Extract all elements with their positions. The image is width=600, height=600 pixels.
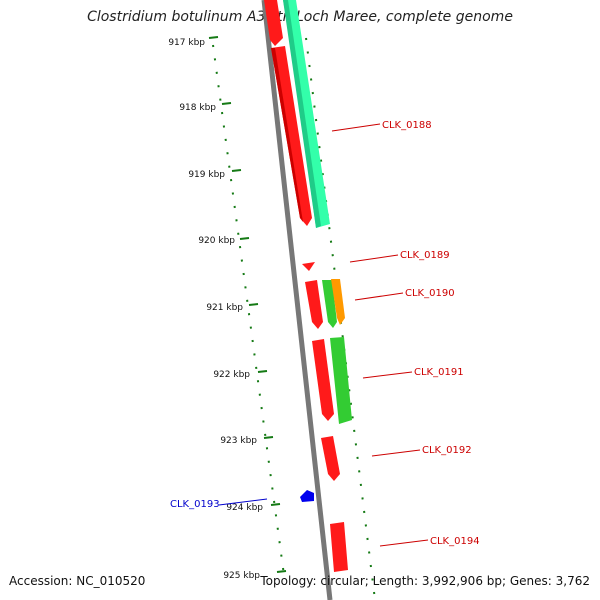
gene-red-0192[interactable]	[321, 436, 340, 481]
gene-label-0189[interactable]: CLK_0189	[400, 250, 450, 261]
gene-blue-0193[interactable]	[300, 490, 314, 502]
topology-text: Topology: circular; Length: 3,992,906 bp…	[260, 574, 590, 588]
gene-red-0190[interactable]	[305, 280, 323, 329]
gene-orange-0190[interactable]	[331, 279, 345, 325]
gene-labels: CLK_0188 CLK_0189 CLK_0190 CLK_0191 CLK_…	[170, 120, 480, 547]
tick-label-921: 921 kbp	[206, 303, 243, 313]
tick-mark-920	[239, 237, 250, 240]
tick-mark-922	[257, 370, 268, 373]
gene-label-0190[interactable]: CLK_0190	[405, 288, 455, 299]
gene-label-0193[interactable]: CLK_0193	[170, 499, 220, 510]
gene-red-0189[interactable]	[302, 262, 315, 271]
tick-label-922: 922 kbp	[213, 370, 250, 380]
gene-features	[264, 0, 352, 572]
gene-label-0191[interactable]: CLK_0191	[414, 367, 464, 378]
leader-0190	[354, 292, 404, 301]
gene-green-0191[interactable]	[330, 337, 352, 424]
gene-cyan-0188-shade	[283, 0, 321, 228]
tick-mark-923	[263, 436, 274, 439]
gene-label-0194[interactable]: CLK_0194	[430, 536, 480, 547]
tick-mark-917	[208, 36, 219, 39]
accession-text: Accession: NC_010520	[9, 574, 146, 588]
gene-red-0194[interactable]	[330, 522, 348, 572]
gene-red-top[interactable]	[264, 0, 283, 46]
tick-label-918: 918 kbp	[179, 103, 216, 113]
label-leaders	[218, 123, 429, 547]
genome-backbone	[261, 0, 333, 600]
tick-label-917: 917 kbp	[168, 38, 205, 48]
tick-label-924: 924 kbp	[226, 503, 263, 513]
tick-label-919: 919 kbp	[188, 170, 225, 180]
leader-0191	[362, 371, 413, 379]
tick-mark-918	[221, 102, 232, 105]
tick-mark-925	[276, 570, 287, 573]
leader-0188	[331, 123, 381, 132]
kbp-ticks: 917 kbp 918 kbp 919 kbp 920 kbp 921 kbp …	[168, 36, 287, 581]
leader-0189	[349, 254, 399, 263]
leader-0194	[379, 539, 429, 547]
tick-mark-919	[231, 169, 242, 172]
leader-0192	[371, 449, 421, 457]
tick-dots	[212, 44, 285, 571]
tick-mark-924	[270, 503, 281, 506]
tick-label-920: 920 kbp	[198, 236, 235, 246]
tick-label-923: 923 kbp	[220, 436, 257, 446]
gene-red-long-shade	[271, 48, 303, 222]
tick-mark-921	[248, 303, 259, 306]
gene-label-0188[interactable]: CLK_0188	[382, 120, 432, 131]
tick-label-925: 925 kbp	[223, 571, 260, 581]
gene-label-0192[interactable]: CLK_0192	[422, 445, 472, 456]
gene-red-0191[interactable]	[312, 339, 334, 421]
leader-0193	[218, 498, 268, 506]
genome-title: Clostridium botulinum A3 str. Loch Maree…	[87, 9, 513, 25]
